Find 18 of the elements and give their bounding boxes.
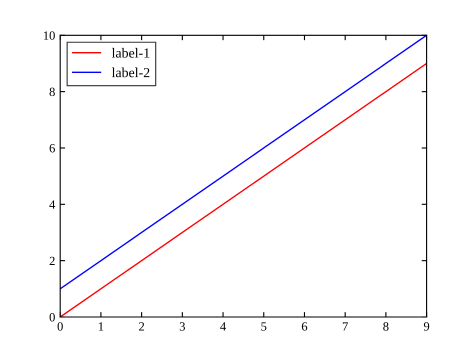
y-tick-label: 10	[44, 31, 55, 40]
y-tick-label: 4	[49, 200, 56, 209]
x-tick-label: 5	[261, 322, 266, 331]
x-tick-label: 7	[342, 322, 348, 331]
y-tick-label: 2	[50, 256, 55, 265]
legend-label: label-2	[112, 68, 150, 78]
y-tick-label: 6	[50, 144, 55, 152]
x-tick-label: 8	[383, 322, 389, 331]
x-tick-label: 6	[302, 322, 308, 331]
x-tick-label: 4	[220, 322, 226, 331]
y-tick-label: 8	[50, 88, 55, 96]
legend-label: label-1	[112, 48, 150, 58]
x-tick-label: 9	[424, 322, 430, 331]
x-tick-label: 2	[139, 322, 144, 331]
x-tick-label: 1	[98, 322, 104, 331]
x-tick-label: 0	[58, 322, 63, 331]
y-tick-label: 0	[50, 313, 55, 322]
x-tick-label: 3	[180, 322, 185, 331]
